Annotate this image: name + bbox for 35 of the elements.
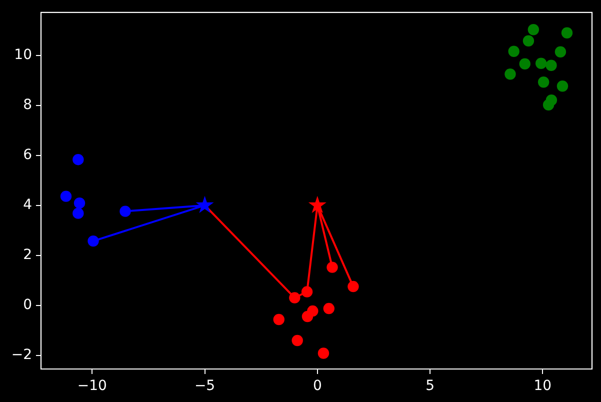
point (318, 348, 330, 359)
point (538, 76, 550, 88)
point (292, 334, 303, 346)
y-tick-label: 0 (23, 296, 32, 313)
point (542, 99, 554, 110)
point (308, 196, 326, 214)
y-tick-label: 2 (23, 246, 32, 263)
point (302, 310, 314, 322)
x-tick-label: −10 (77, 378, 107, 394)
x-tick-label: 5 (426, 378, 434, 394)
point (74, 197, 86, 209)
point (546, 60, 557, 71)
point (556, 80, 568, 92)
point (519, 58, 530, 70)
point (273, 314, 284, 326)
y-tick-label: −2 (11, 346, 32, 363)
point (528, 24, 540, 36)
point (504, 68, 516, 80)
y-tick-label: 8 (23, 97, 32, 113)
y-tick-label: 10 (14, 47, 32, 64)
point (522, 35, 534, 46)
point (323, 302, 334, 314)
x-tick-label: −5 (194, 378, 216, 394)
x-tick-label: 10 (534, 378, 552, 394)
point (72, 208, 84, 219)
y-tick-label: 4 (23, 196, 32, 213)
point (535, 58, 547, 69)
point (196, 196, 214, 214)
point (554, 46, 566, 58)
y-tick-label: 6 (23, 146, 32, 163)
x-tick-label: 0 (312, 378, 322, 394)
point (508, 46, 520, 57)
point (72, 154, 84, 166)
point (561, 27, 573, 38)
point (60, 190, 72, 202)
